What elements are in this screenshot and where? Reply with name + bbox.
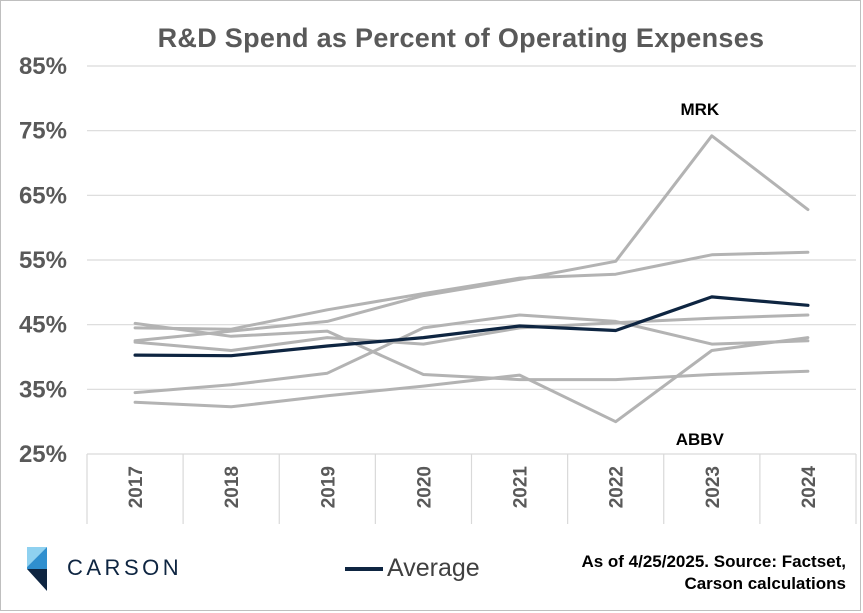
- source-note: As of 4/25/2025. Source: Factset, Carson…: [526, 551, 846, 595]
- x-tick-label: 2019: [318, 466, 339, 508]
- x-axis-ticks: 2017 2018 2019 2020 2021 2022 2023 2024: [126, 466, 820, 509]
- gridlines: [86, 65, 857, 524]
- series-line-abbv: [133, 336, 810, 424]
- y-tick-label: 45%: [19, 312, 67, 339]
- annotation-mrk: MRK: [680, 100, 719, 119]
- carson-logo: CARSON: [23, 545, 223, 593]
- carson-logo-icon: [27, 547, 47, 591]
- x-tick-label: 2022: [607, 466, 628, 508]
- series-line-peer-5: [133, 313, 810, 352]
- series-lines: [133, 134, 810, 424]
- y-tick-label: 55%: [19, 247, 67, 274]
- x-tick-label: 2017: [126, 466, 147, 508]
- x-tick-label: 2021: [511, 466, 532, 509]
- y-axis-ticks: 25% 35% 45% 55% 65% 75% 85%: [19, 53, 67, 468]
- legend-label-average: Average: [387, 554, 480, 582]
- y-tick-label: 65%: [19, 182, 67, 209]
- series-line-peer-1: [133, 313, 810, 395]
- legend-swatch-average: [345, 566, 383, 571]
- x-tick-label: 2023: [703, 466, 724, 508]
- source-line-1: As of 4/25/2025. Source: Factset,: [581, 552, 846, 571]
- y-tick-label: 75%: [19, 118, 67, 145]
- x-tick-label: 2020: [414, 466, 435, 508]
- chart-title: R&D Spend as Percent of Operating Expens…: [157, 23, 765, 53]
- series-line-peer-3: [133, 321, 810, 382]
- series-line-peer-4: [133, 250, 810, 331]
- y-tick-label: 85%: [19, 53, 67, 80]
- source-line-2: Carson calculations: [684, 574, 846, 593]
- y-tick-label: 35%: [19, 376, 67, 403]
- series-line-mrk: [133, 134, 810, 343]
- annotations: MRK ABBV: [676, 100, 725, 449]
- series-line-average: [133, 295, 810, 358]
- carson-logo-text: CARSON: [67, 555, 183, 580]
- x-tick-label: 2018: [222, 466, 243, 508]
- annotation-abbv: ABBV: [676, 430, 725, 449]
- legend: Average: [345, 554, 480, 583]
- y-tick-label: 25%: [19, 441, 67, 468]
- x-tick-label: 2024: [799, 466, 820, 509]
